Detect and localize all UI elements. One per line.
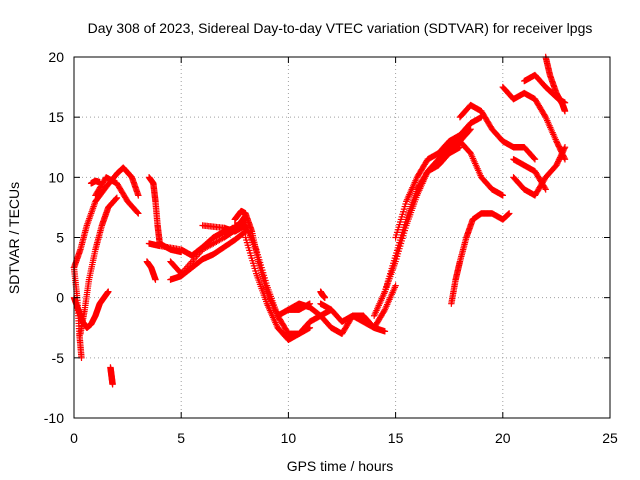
data-point [105, 288, 112, 295]
y-tick-label: 0 [56, 290, 64, 306]
series-arc-o [242, 234, 314, 343]
data-point [109, 381, 116, 388]
series-arc-w [448, 210, 513, 307]
x-tick-label: 25 [602, 430, 618, 446]
y-tick-label: 5 [56, 230, 64, 246]
data-series-layer [70, 53, 569, 388]
series-arc-ab [510, 156, 549, 193]
data-point [134, 209, 141, 216]
data-point [306, 324, 314, 331]
series-arc-q [317, 282, 399, 331]
chart-title: Day 308 of 2023, Sidereal Day-to-day VTE… [88, 20, 593, 36]
x-axis-label: GPS time / hours [287, 458, 394, 474]
series-arc-k [167, 228, 249, 283]
series-arc-e [92, 174, 142, 217]
data-point [392, 282, 399, 289]
series-arc-c [77, 194, 121, 337]
data-point [112, 195, 119, 203]
data-point [152, 276, 159, 283]
axis-ticks: 0 5 10 15 20 25 -10 -5 0 5 10 15 20 [44, 49, 618, 446]
series-arc-v [456, 138, 506, 199]
x-tick-label: 10 [281, 430, 297, 446]
data-point [135, 192, 142, 199]
series-arc-f [107, 364, 116, 388]
series-arc-ad [317, 288, 329, 301]
y-tick-label: 20 [48, 49, 64, 65]
y-axis-label: SDTVAR / TECUs [6, 182, 22, 294]
x-tick-label: 15 [388, 430, 404, 446]
y-tick-label: 15 [48, 109, 64, 125]
data-point [113, 195, 120, 202]
series-arc-n [231, 222, 335, 337]
data-point [381, 328, 389, 335]
data-point [135, 210, 142, 217]
series-arc-y [510, 144, 569, 199]
y-tick-label: 10 [48, 169, 64, 185]
data-point [113, 194, 121, 201]
data-point [380, 307, 388, 315]
y-tick-label: -5 [52, 350, 65, 366]
x-tick-label: 0 [70, 430, 78, 446]
series-arc-g [145, 174, 185, 256]
series-arc-h [143, 258, 159, 283]
x-tick-label: 5 [177, 430, 185, 446]
x-tick-label: 20 [495, 430, 511, 446]
y-tick-label: -10 [44, 410, 64, 426]
grid-layer [74, 57, 610, 418]
